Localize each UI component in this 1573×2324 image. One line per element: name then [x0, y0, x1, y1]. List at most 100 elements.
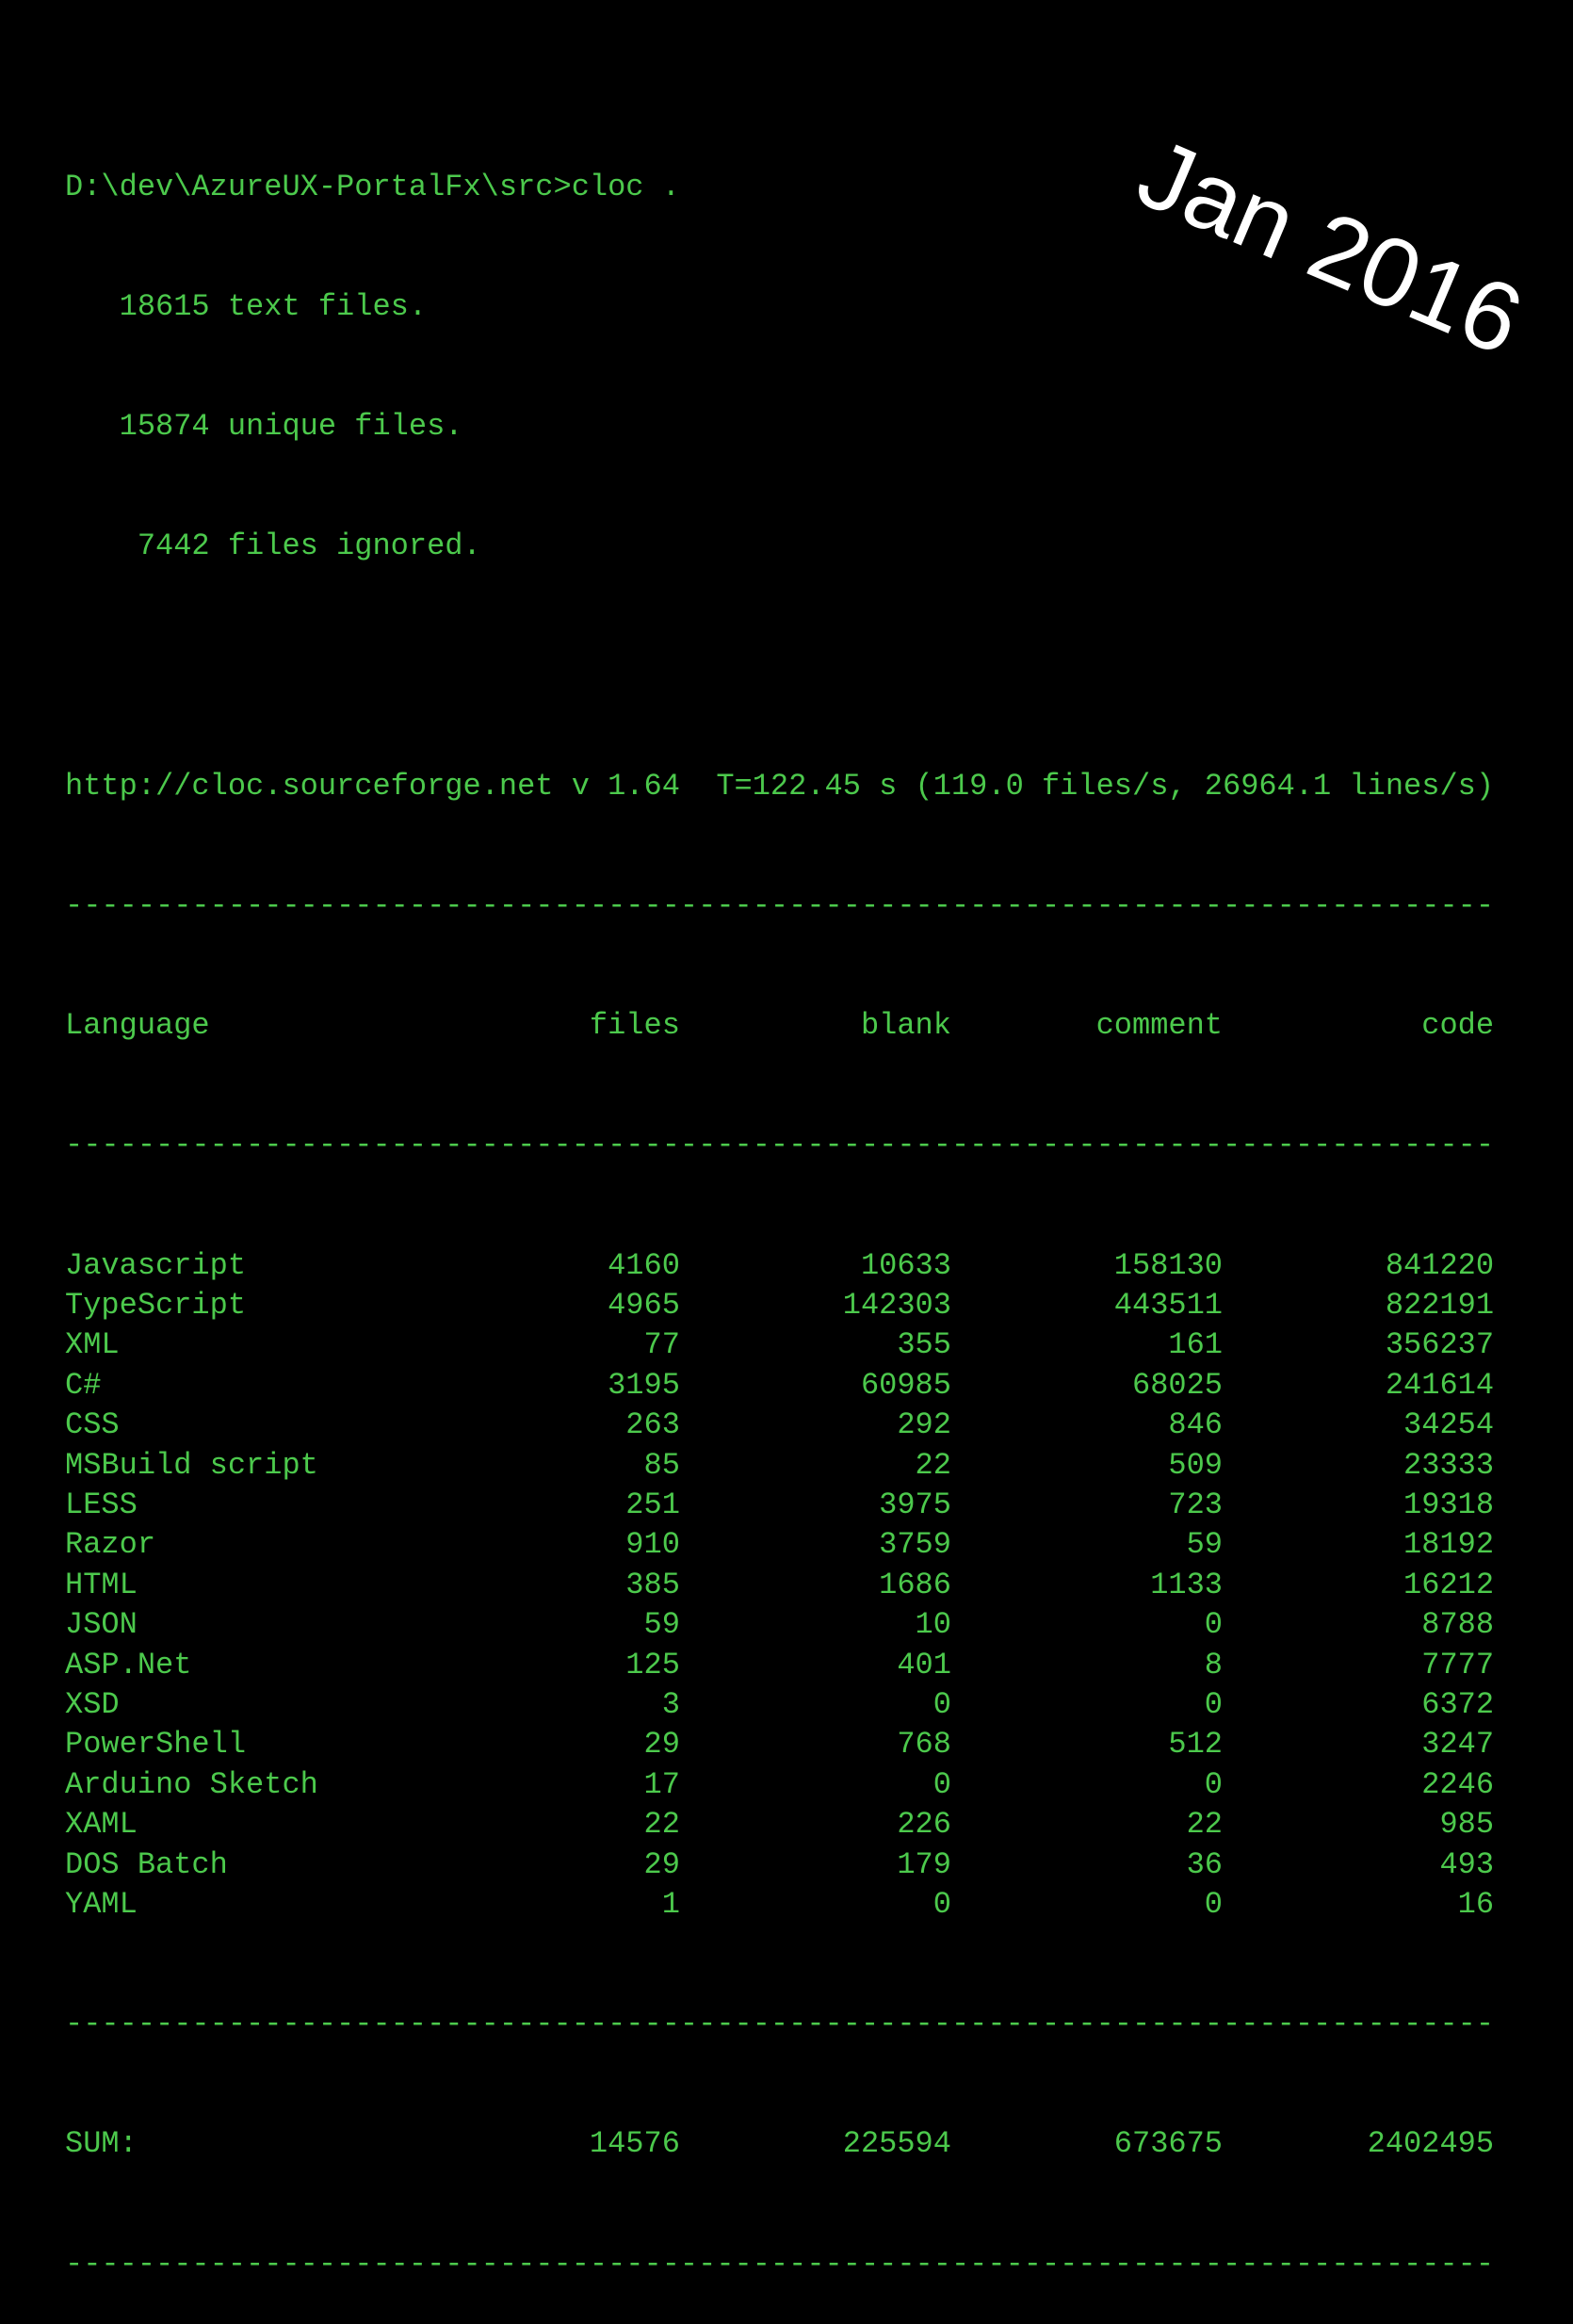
cell-comment: 22	[1186, 1807, 1223, 1843]
separator: ----------------------------------------…	[65, 2246, 1495, 2282]
cell-code: 6372	[1421, 1686, 1495, 1722]
cell-language: ASP.Net	[65, 1647, 192, 1682]
info-line: http://cloc.sourceforge.net v 1.64 T=122…	[65, 768, 1495, 804]
cell-code: 356237	[1385, 1327, 1495, 1363]
cell-code: 19318	[1403, 1487, 1495, 1522]
cell-files: 29	[643, 1846, 680, 1882]
table-row: XSD 3 0 0 6372	[65, 1685, 1494, 1725]
cell-code: 493	[1439, 1846, 1495, 1882]
cell-code: 841220	[1385, 1247, 1495, 1283]
cell-code: 18192	[1403, 1527, 1495, 1563]
cell-code: 8788	[1421, 1607, 1495, 1643]
cell-code: 822191	[1385, 1288, 1495, 1324]
cell-blank: 3759	[879, 1527, 951, 1563]
cell-blank: 3975	[879, 1487, 951, 1522]
table-row: C# 3195 60985 68025 241614	[65, 1366, 1494, 1406]
cell-language: LESS	[65, 1487, 138, 1522]
cell-files: 385	[625, 1567, 680, 1602]
cell-files: 263	[625, 1407, 680, 1443]
cell-code: 2402495	[1367, 2126, 1495, 2162]
cell-blank: 0	[932, 1766, 951, 1802]
cell-code: 241614	[1385, 1367, 1495, 1403]
separator: ----------------------------------------…	[65, 888, 1495, 924]
cell-blank: 355	[897, 1327, 951, 1363]
cell-language: DOS Batch	[65, 1846, 228, 1882]
cell-comment: 36	[1186, 1846, 1223, 1882]
cell-comment: 1133	[1150, 1567, 1223, 1602]
table-row: Javascript 4160 10633 158130 841220	[65, 1246, 1494, 1286]
table-row: TypeScript 4965 142303 443511 822191	[65, 1286, 1494, 1325]
cell-language: Razor	[65, 1527, 156, 1563]
cell-files: 59	[643, 1607, 680, 1643]
cell-comment: 846	[1168, 1407, 1223, 1443]
table-row: MSBuild script 85 22 509 23333	[65, 1446, 1494, 1486]
cell-comment: 0	[1204, 1607, 1223, 1643]
cell-code: 23333	[1403, 1447, 1495, 1483]
cell-files: 22	[643, 1807, 680, 1843]
table-row: HTML 385 1686 1133 16212	[65, 1566, 1494, 1605]
cell-code: code	[1421, 1008, 1495, 1044]
cell-comment: 158130	[1113, 1247, 1223, 1283]
summary-line: 7442 files ignored.	[65, 528, 481, 564]
separator: ----------------------------------------…	[65, 2007, 1495, 2042]
table-row: Arduino Sketch 17 0 0 2246	[65, 1765, 1494, 1805]
cell-language: Javascript	[65, 1247, 247, 1283]
cell-comment: 723	[1168, 1487, 1223, 1522]
cell-files: 3195	[608, 1367, 680, 1403]
cell-blank: 226	[897, 1807, 951, 1843]
cell-language: XSD	[65, 1686, 120, 1722]
cell-files: 125	[625, 1647, 680, 1682]
table-row: LESS 251 3975 723 19318	[65, 1486, 1494, 1525]
cell-files: 910	[625, 1527, 680, 1563]
cell-code: 2246	[1421, 1766, 1495, 1802]
cell-blank: 225594	[842, 2126, 951, 2162]
cell-blank: 768	[897, 1727, 951, 1763]
summary-line: 15874 unique files.	[65, 409, 463, 445]
cell-comment: 0	[1204, 1766, 1223, 1802]
cell-code: 7777	[1421, 1647, 1495, 1682]
table-row: JSON 59 10 0 8788	[65, 1605, 1494, 1645]
cell-code: 34254	[1403, 1407, 1495, 1443]
cell-files: 4160	[608, 1247, 680, 1283]
cell-language: XAML	[65, 1807, 138, 1843]
cell-files: 77	[643, 1327, 680, 1363]
cell-files: 29	[643, 1727, 680, 1763]
cell-blank: 22	[915, 1447, 951, 1483]
cell-comment: 161	[1168, 1327, 1223, 1363]
cell-comment: 59	[1186, 1527, 1223, 1563]
cell-comment: 8	[1204, 1647, 1223, 1682]
cell-language: Language	[65, 1008, 210, 1044]
cell-language: XML	[65, 1327, 120, 1363]
cell-code: 985	[1439, 1807, 1495, 1843]
cell-blank: 0	[932, 1886, 951, 1922]
cell-code: 16	[1457, 1886, 1495, 1922]
cell-language: PowerShell	[65, 1727, 247, 1763]
table-body: Javascript 4160 10633 158130 841220 TypeScrip…	[65, 1246, 1494, 1926]
cell-blank: 401	[897, 1647, 951, 1682]
table-row: XML 77 355 161 356237	[65, 1325, 1494, 1365]
cell-blank: 1686	[879, 1567, 951, 1602]
cell-files: 3	[661, 1686, 680, 1722]
cell-blank: 0	[932, 1686, 951, 1722]
cell-language: C#	[65, 1367, 102, 1403]
cell-blank: 142303	[842, 1288, 951, 1324]
cell-language: JSON	[65, 1607, 138, 1643]
cell-code: 3247	[1421, 1727, 1495, 1763]
table-row: CSS 263 292 846 34254	[65, 1406, 1494, 1445]
cell-language: Arduino Sketch	[65, 1766, 318, 1802]
cell-files: 14576	[589, 2126, 680, 2162]
cell-comment: 443511	[1113, 1288, 1223, 1324]
summary-line: 18615 text files.	[65, 289, 428, 325]
sum-row: SUM: 14576 225594 673675 2402495	[65, 2124, 1494, 2164]
cell-files: 1	[661, 1886, 680, 1922]
cell-code: 16212	[1403, 1567, 1495, 1602]
table-row: YAML 1 0 0 16	[65, 1885, 1494, 1925]
separator: ----------------------------------------…	[65, 1128, 1495, 1163]
cell-comment: 673675	[1113, 2126, 1223, 2162]
cell-language: TypeScript	[65, 1288, 247, 1324]
cell-comment: 0	[1204, 1686, 1223, 1722]
cell-files: 85	[643, 1447, 680, 1483]
blank-line	[65, 647, 1494, 687]
cell-language: YAML	[65, 1886, 138, 1922]
cell-blank: blank	[860, 1008, 951, 1044]
